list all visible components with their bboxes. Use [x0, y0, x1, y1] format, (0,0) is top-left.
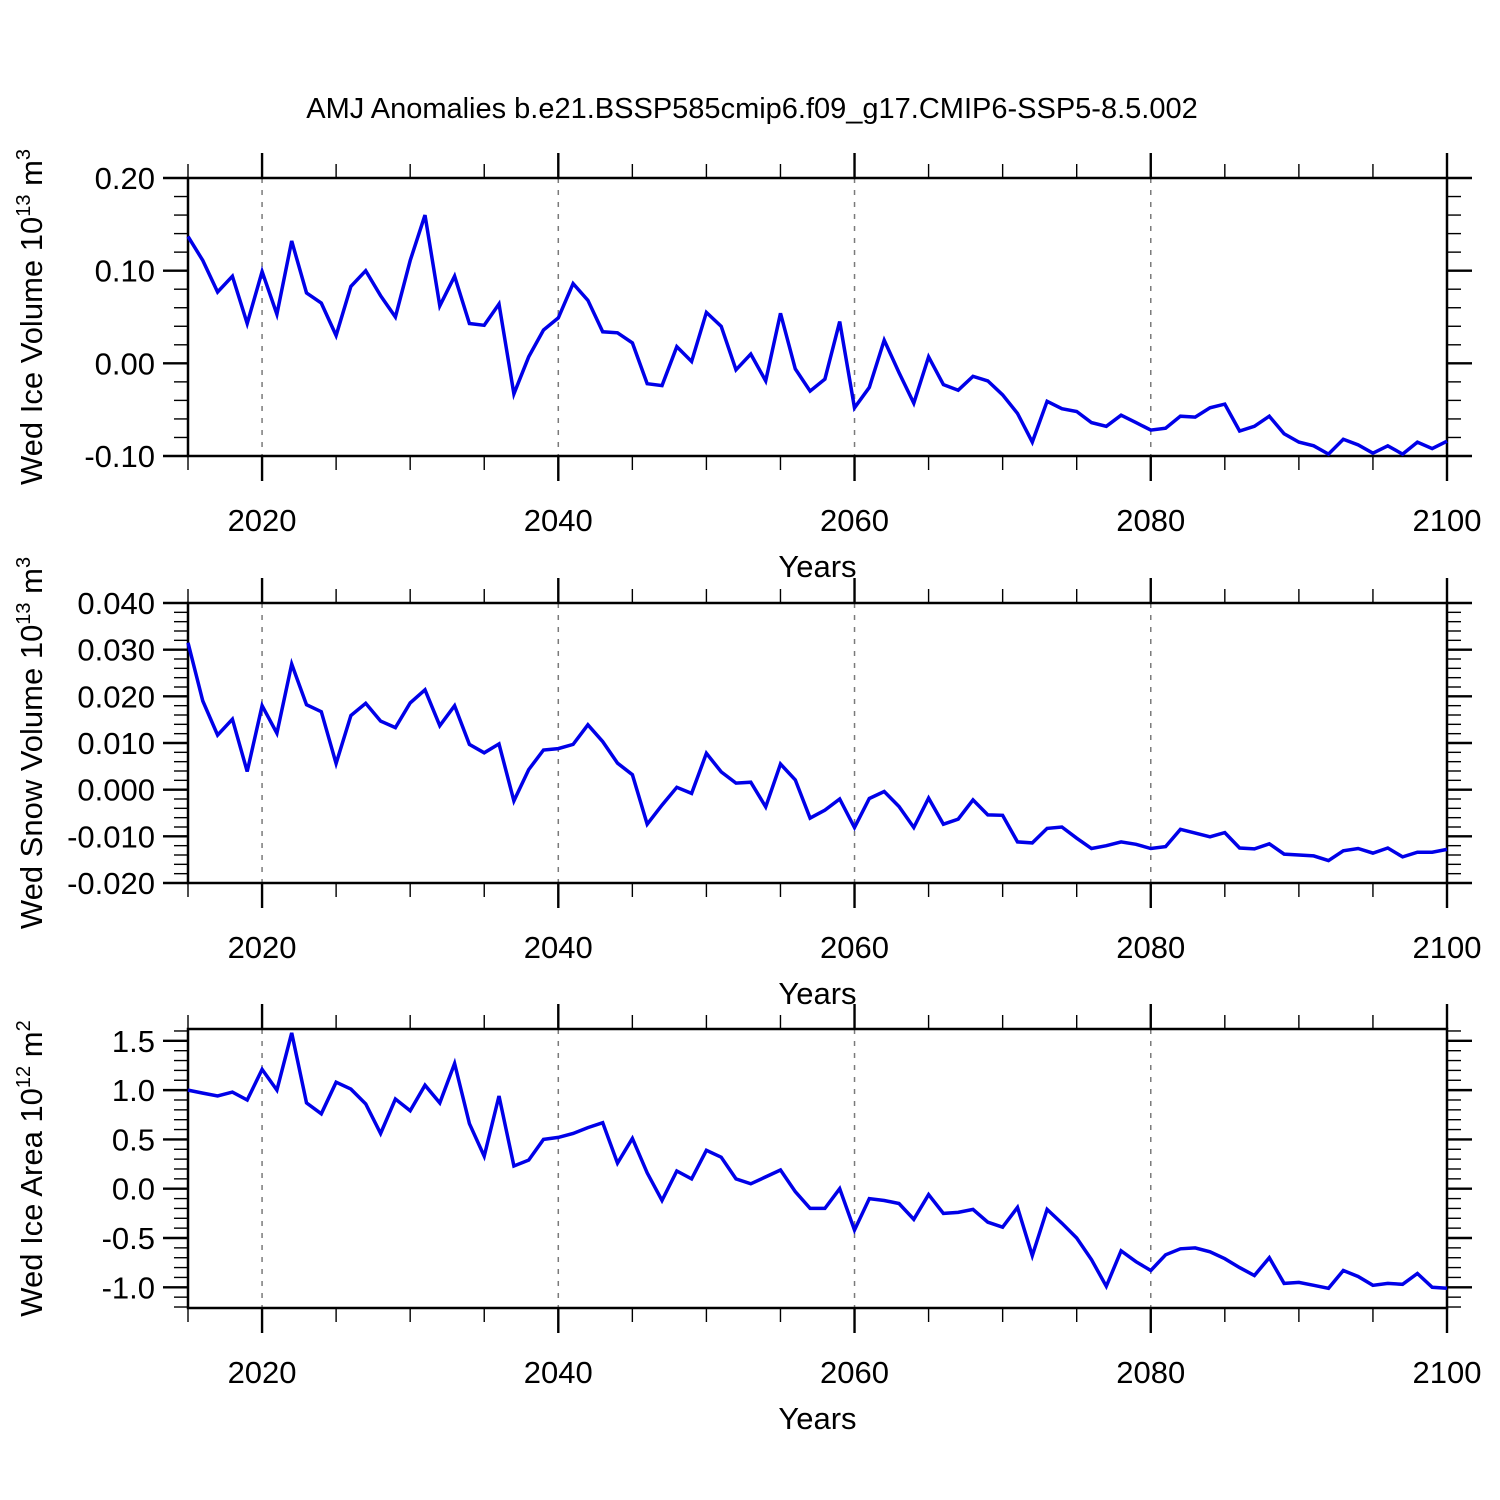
- panel-2-series-line: [186, 642, 1448, 863]
- panel-2-y-tick-label: 0.020: [77, 679, 155, 714]
- panel-1-series-line: [186, 214, 1448, 457]
- panel-3-y-tick-label: -0.5: [102, 1221, 155, 1256]
- panel-1-x-tick-label: 2060: [820, 503, 889, 538]
- panel-1-x-tick-label: 2040: [524, 503, 593, 538]
- panel-1-x-tick-label: 2100: [1413, 503, 1482, 538]
- panel-2-x-tick-label: 2060: [820, 930, 889, 965]
- panel-2-frame: [186, 601, 1449, 885]
- panel-3-x-tick-label: 2060: [820, 1355, 889, 1390]
- panel-2-y-tick-label: 0.040: [77, 586, 155, 621]
- panel-2-y-tick-label: -0.010: [67, 819, 155, 854]
- panel-1-y-tick-label: -0.10: [84, 439, 155, 474]
- panel-1-y-tick-label: 0.20: [95, 161, 155, 196]
- panel-2-y-axis-title: Wed Snow Volume 1013 m3: [13, 557, 49, 929]
- panel-2-y-tick-label: 0.010: [77, 726, 155, 761]
- panel-3-y-tick-label: 0.5: [112, 1122, 155, 1157]
- panel-1-frame: [186, 176, 1449, 458]
- panel-1-y-tick-label: 0.00: [95, 346, 155, 381]
- panel-3-frame: [186, 1027, 1449, 1310]
- figure-title: AMJ Anomalies b.e21.BSSP585cmip6.f09_g17…: [306, 93, 1197, 125]
- panel-1-x-tick-label: 2080: [1116, 503, 1185, 538]
- panel-3-y-tick-label: -1.0: [102, 1270, 155, 1305]
- panel-1-y-axis-title: Wed Ice Volume 1013 m3: [13, 149, 49, 485]
- panel-3-y-tick-label: 0.0: [112, 1172, 155, 1207]
- panel-3-x-tick-label: 2080: [1116, 1355, 1185, 1390]
- panel-2-x-tick-label: 2040: [524, 930, 593, 965]
- panel-2-x-tick-label: 2100: [1413, 930, 1482, 965]
- panel-1-x-axis-title: Years: [778, 549, 856, 584]
- panel-2-x-axis-title: Years: [778, 976, 856, 1011]
- panel-3-y-tick-label: 1.0: [112, 1073, 155, 1108]
- panel-1-y-tick-label: 0.10: [95, 254, 155, 289]
- panel-2-x-tick-label: 2080: [1116, 930, 1185, 965]
- panel-3-x-tick-label: 2040: [524, 1355, 593, 1390]
- panel-2-y-tick-label: 0.000: [77, 773, 155, 808]
- panel-3-x-tick-label: 2020: [228, 1355, 297, 1390]
- panel-1-x-tick-label: 2020: [228, 503, 297, 538]
- panel-3-x-tick-label: 2100: [1413, 1355, 1482, 1390]
- panel-2-x-tick-label: 2020: [228, 930, 297, 965]
- panel-3-series-line: [187, 1032, 1448, 1291]
- panel-3-y-tick-label: 1.5: [112, 1024, 155, 1059]
- panel-2-y-tick-label: -0.020: [67, 866, 155, 901]
- panel-3-x-axis-title: Years: [778, 1401, 856, 1436]
- panel-2-y-tick-label: 0.030: [77, 633, 155, 668]
- panel-3-y-axis-title: Wed Ice Area 1012 m2: [13, 1020, 49, 1316]
